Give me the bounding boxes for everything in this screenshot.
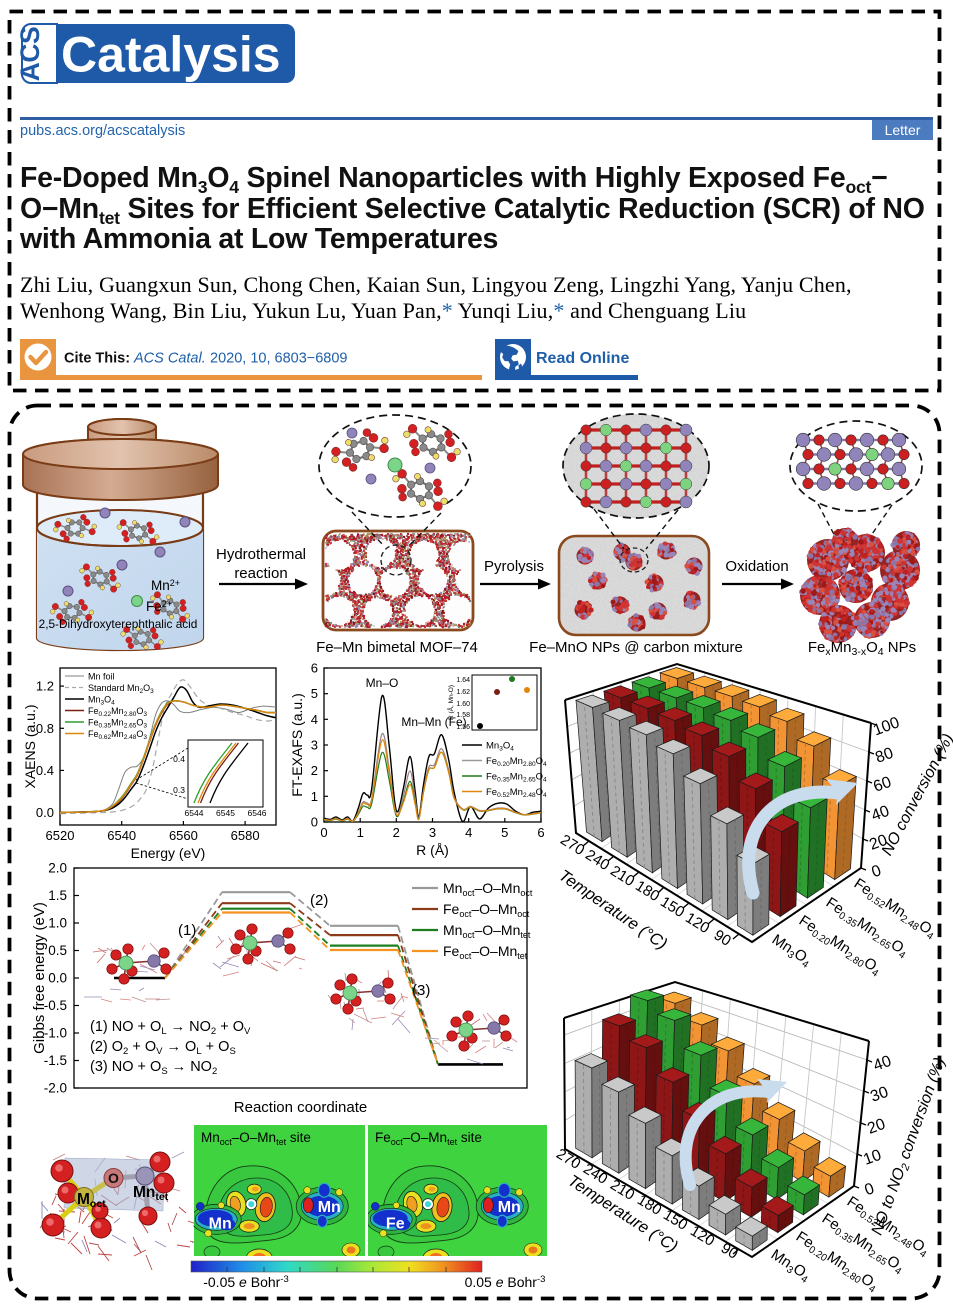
svg-text:Oxidation: Oxidation — [725, 558, 788, 575]
svg-text:Catalysis: Catalysis — [61, 27, 281, 83]
svg-text:Fe–MnO NPs @ carbon mixture: Fe–MnO NPs @ carbon mixture — [529, 639, 743, 656]
svg-text:Read Online: Read Online — [536, 350, 629, 367]
svg-text:ACS: ACS — [20, 27, 45, 81]
svg-text:ACS Catal.: ACS Catal. — [133, 351, 206, 367]
svg-text:Pyrolysis: Pyrolysis — [484, 558, 544, 575]
svg-text:Cite This:: Cite This: — [64, 351, 130, 367]
svg-text:reaction: reaction — [234, 565, 287, 582]
svg-text:2020, 10, 6803−6809: 2020, 10, 6803−6809 — [210, 351, 347, 367]
svg-text:2,5-Dihydroxyterephthalic acid: 2,5-Dihydroxyterephthalic acid — [39, 617, 198, 631]
svg-text:Fe–Mn bimetal MOF–74: Fe–Mn bimetal MOF–74 — [316, 639, 478, 656]
svg-text:Hydrothermal: Hydrothermal — [216, 546, 306, 563]
